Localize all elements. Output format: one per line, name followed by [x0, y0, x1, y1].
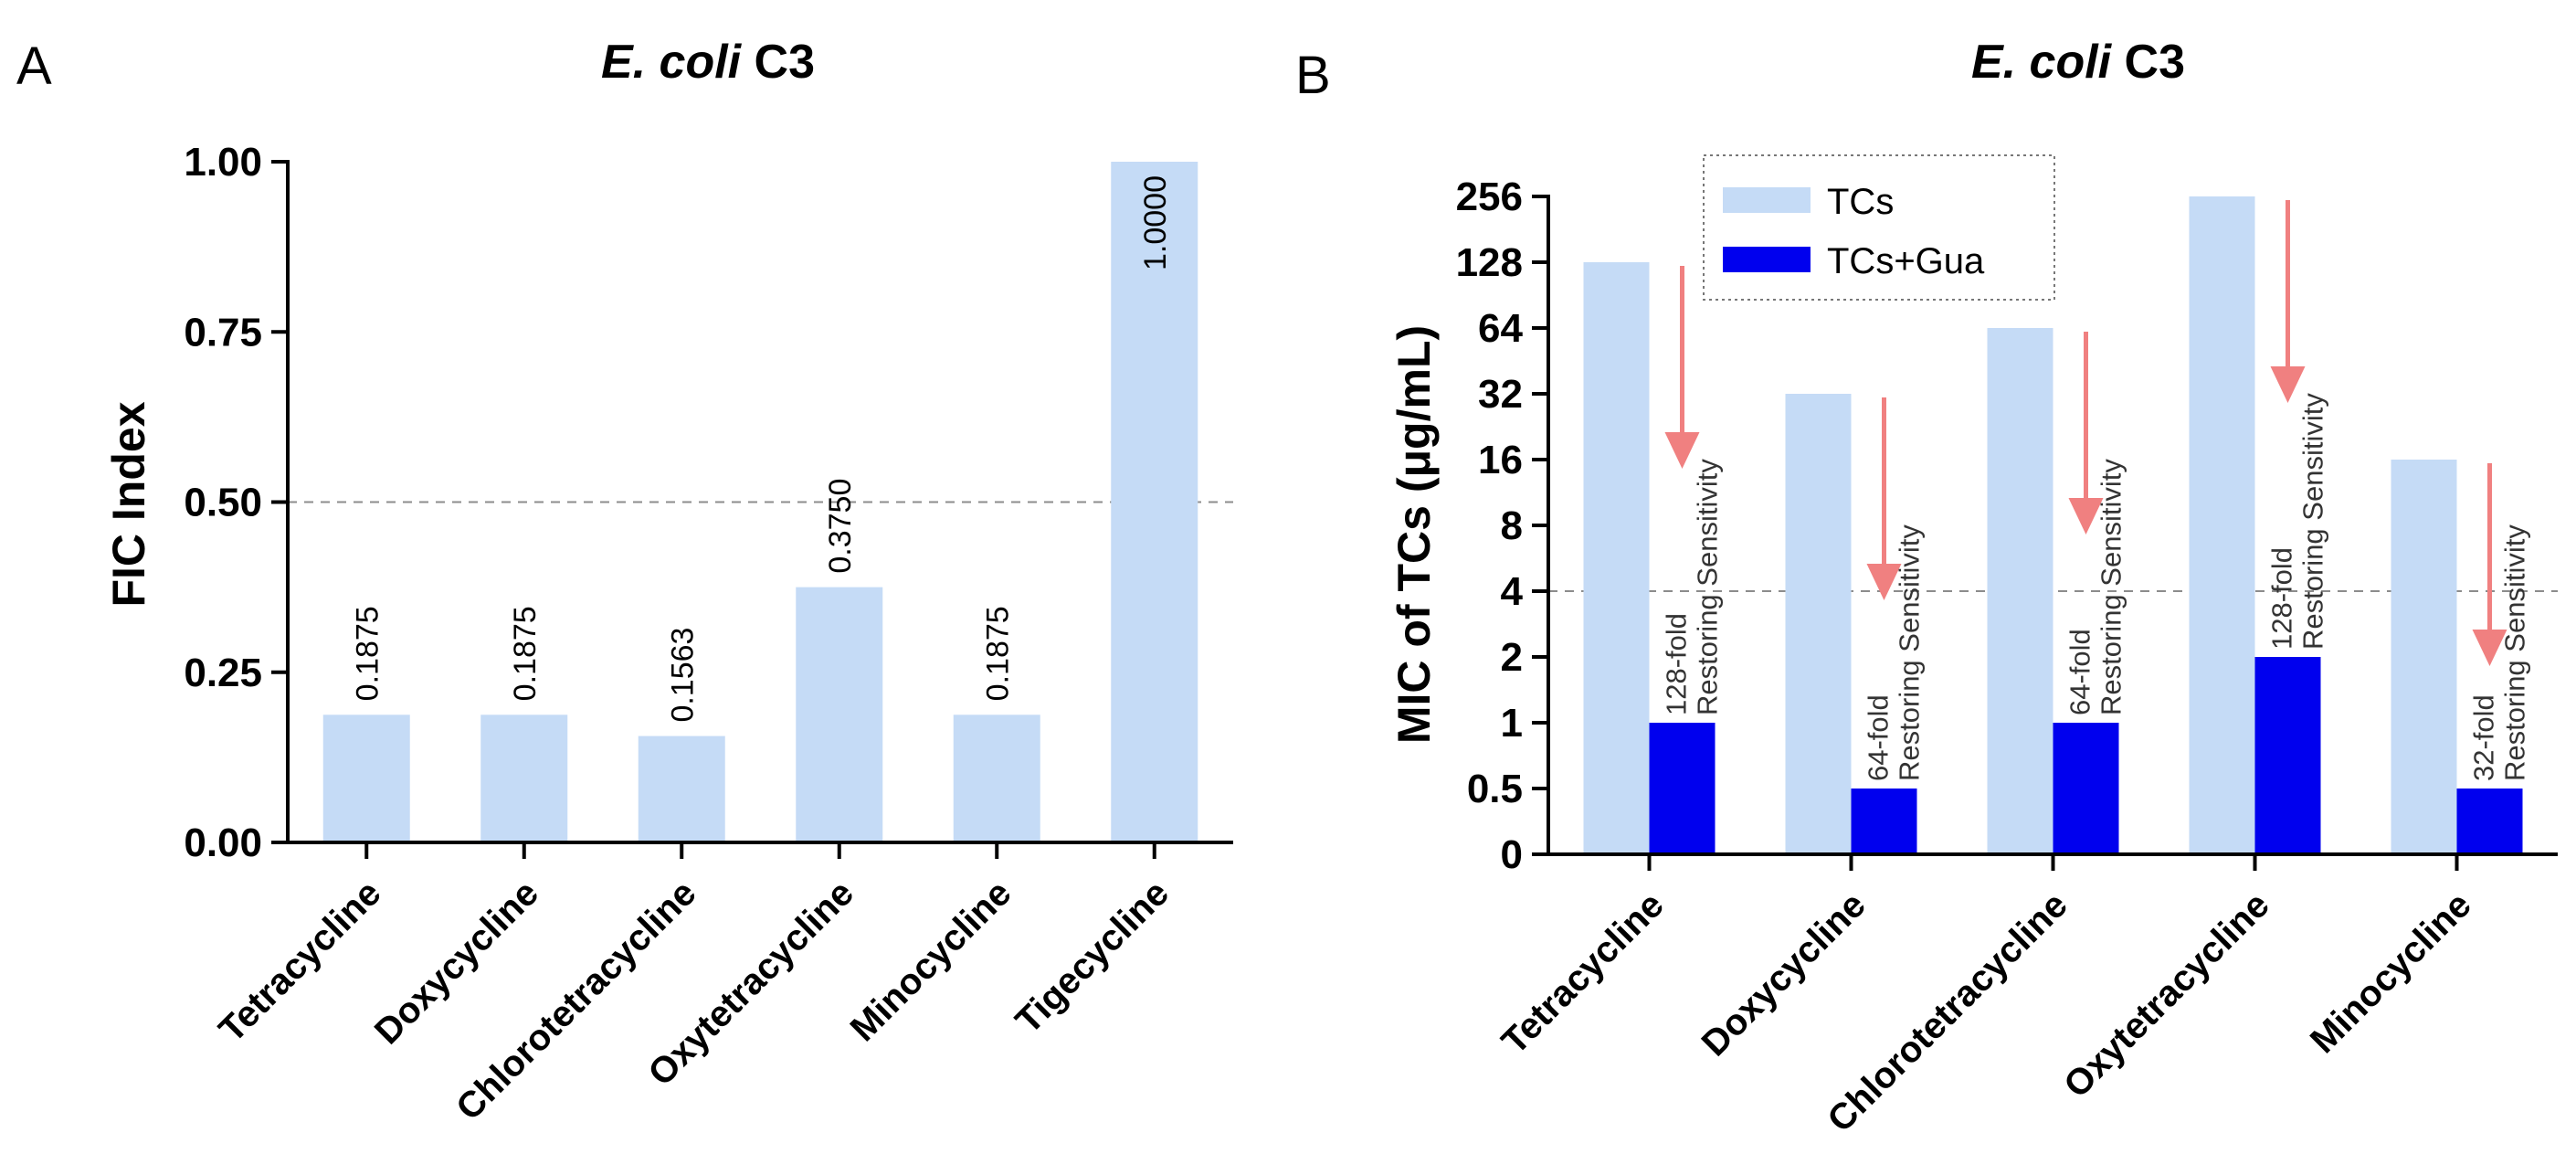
- chart-a-data-label: 0.1563: [665, 628, 700, 723]
- chart-b-y-tick-label: 4: [1501, 569, 1524, 614]
- chart-a-x-tick-label: Tigecycline: [1008, 873, 1177, 1042]
- chart-b-annotation-text: Restoring Sensitivity: [1692, 459, 1724, 715]
- chart-a-bar: [953, 715, 1040, 842]
- chart-b-annotation-fold: 64-fold: [2064, 629, 2096, 715]
- legend-box: [1703, 154, 2055, 301]
- chart-a-y-tick-label: 1.00: [184, 140, 262, 185]
- chart-b-arrow-head: [1664, 432, 1700, 469]
- chart-b-legend: TCs TCs+Gua: [1703, 154, 2055, 301]
- legend-swatch-tcs: [1723, 187, 1811, 213]
- chart-b-annotation-text: Restoring Sensitivity: [2096, 459, 2127, 715]
- chart-b-y-axis-label: MIC of TCs (μg/mL): [1388, 325, 1440, 744]
- chart-a-data-label: 0.1875: [980, 606, 1015, 701]
- chart-a-x-tick-label: Tetracycline: [212, 873, 389, 1050]
- chart-b-bar-tcs: [1785, 394, 1852, 854]
- chart-b-y-tick-label: 128: [1456, 240, 1523, 285]
- chart-a-y-tick-label: 0.75: [184, 310, 262, 355]
- legend-label-tcs: TCs: [1827, 182, 1894, 222]
- chart-a-y-tick-label: 0.00: [184, 820, 262, 865]
- chart-b-y-tick-label: 64: [1478, 306, 1523, 351]
- legend-swatch-tcs-gua: [1723, 247, 1811, 272]
- chart-b-y-tick-label: 32: [1478, 372, 1523, 417]
- chart-b-bar-tcs-gua: [2456, 789, 2523, 854]
- chart-a-bar: [638, 736, 725, 842]
- chart-a: 0.1875 Tetracycline 0.1875 Doxycycline 0.156…: [184, 140, 1233, 1128]
- chart-a-data-label: 0.1875: [508, 606, 543, 701]
- chart-b-arrow-head: [1866, 564, 1902, 600]
- chart-a-title: E. coli C3: [601, 36, 815, 89]
- chart-a-data-label: 0.3750: [823, 479, 858, 574]
- chart-b-x-tick-label: Doxycycline: [1694, 884, 1874, 1064]
- chart-b-y-tick-label: 16: [1478, 438, 1523, 482]
- chart-b-bar-tcs: [1583, 262, 1650, 854]
- chart-a-x-tick-label: Minocycline: [843, 873, 1019, 1049]
- chart-b-annotation-text: Restoring Sensitivity: [2297, 393, 2329, 650]
- chart-b-bar-tcs-gua: [2053, 723, 2119, 854]
- chart-b-y-tick-label: 8: [1501, 503, 1523, 548]
- chart-a-y-axis-label: FIC Index: [103, 401, 154, 607]
- legend-label-tcs-gua: TCs+Gua: [1827, 241, 1985, 281]
- panel-letter-a: A: [16, 37, 52, 96]
- chart-b-bar-tcs: [2189, 196, 2255, 854]
- chart-a-bar: [1111, 162, 1198, 842]
- chart-b-x-tick-label: Tetracycline: [1494, 884, 1672, 1062]
- chart-b-bar-tcs-gua: [1649, 723, 1716, 854]
- chart-b-y-tick-label: 2: [1501, 635, 1523, 680]
- chart-b-annotation-fold: 128-fold: [1661, 613, 1693, 715]
- chart-a-data-label: 1.0000: [1138, 175, 1173, 270]
- chart-b-bar-tcs-gua: [1851, 789, 1917, 854]
- chart-b-y-tick-label: 0: [1501, 832, 1523, 877]
- chart-b-bar-tcs: [1987, 328, 2053, 854]
- chart-a-bar: [480, 715, 568, 842]
- chart-b-annotation-text: Restoring Sensitivity: [2499, 524, 2531, 781]
- chart-a-y-tick-label: 0.50: [184, 481, 262, 525]
- chart-b-annotation-fold: 32-fold: [2468, 694, 2500, 781]
- chart-b-bar-tcs-gua: [2254, 657, 2321, 854]
- chart-b-y-tick-label: 1: [1501, 701, 1523, 746]
- chart-b-arrow-head: [2472, 630, 2507, 666]
- chart-a-x-tick-label: Doxycycline: [367, 873, 546, 1052]
- chart-b-y-tick-label: 256: [1456, 175, 1523, 219]
- chart-a-bar: [796, 587, 883, 842]
- chart-b-x-tick-label: Oxytetracycline: [2056, 884, 2277, 1106]
- chart-a-data-label: 0.1875: [350, 606, 385, 701]
- chart-b-arrow-head: [2270, 366, 2306, 403]
- chart-b-title: E. coli C3: [1971, 36, 2185, 89]
- chart-a-y-tick-label: 0.25: [184, 651, 262, 695]
- chart-b-annotation-text: Restoring Sensitivity: [1894, 524, 1926, 781]
- panel-letter-b: B: [1295, 46, 1331, 105]
- chart-b-bar-tcs: [2391, 460, 2457, 854]
- chart-b-y-tick-label: 0.5: [1467, 767, 1523, 811]
- chart-b-annotation-fold: 128-fold: [2266, 547, 2298, 650]
- chart-a-bar: [322, 715, 410, 842]
- chart-b: 128-fold Restoring SensitivityTetracyclin…: [1456, 175, 2558, 1140]
- chart-b-annotation-fold: 64-fold: [1863, 694, 1895, 781]
- chart-b-arrow-head: [2068, 498, 2104, 535]
- chart-b-x-tick-label: Minocycline: [2303, 884, 2479, 1061]
